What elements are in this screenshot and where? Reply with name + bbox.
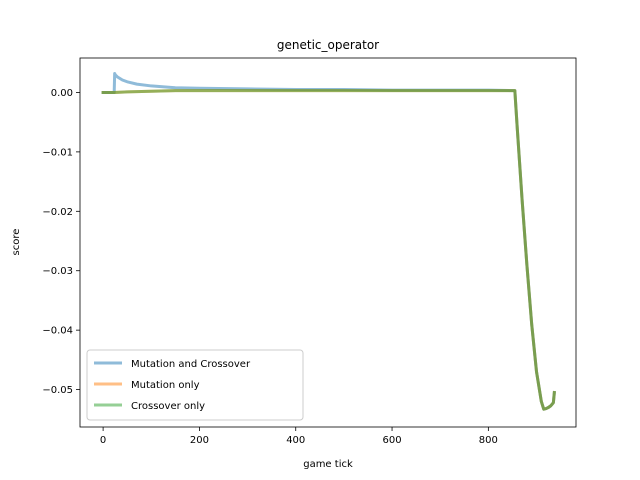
legend-label-1: Mutation only xyxy=(131,380,200,391)
y-tick-label: −0.01 xyxy=(42,147,73,158)
legend-label-0: Mutation and Crossover xyxy=(131,359,251,370)
x-tick-label: 200 xyxy=(190,435,209,446)
chart-title: genetic_operator xyxy=(277,38,379,52)
y-tick-label: 0.00 xyxy=(51,88,73,99)
y-axis: 0.00 −0.01 −0.02 −0.03 −0.04 −0.05 xyxy=(42,88,80,396)
x-tick-label: 0 xyxy=(100,435,106,446)
y-tick-label: −0.04 xyxy=(42,326,73,337)
series-layer xyxy=(101,71,556,411)
x-tick-label: 800 xyxy=(479,435,498,446)
x-tick-label: 400 xyxy=(286,435,305,446)
legend: Mutation and Crossover Mutation only Cross… xyxy=(86,349,304,421)
series-line-2 xyxy=(101,89,556,411)
legend-box xyxy=(86,349,304,421)
y-axis-title: score xyxy=(11,229,22,256)
x-axis-title: game tick xyxy=(303,459,353,470)
y-tick-label: −0.02 xyxy=(42,207,73,218)
plot-frame xyxy=(79,57,577,428)
x-axis: 0 200 400 600 800 xyxy=(100,427,498,446)
y-tick-label: −0.05 xyxy=(42,385,73,396)
x-tick-label: 600 xyxy=(382,435,401,446)
y-tick-label: −0.03 xyxy=(42,266,73,277)
legend-label-2: Crossover only xyxy=(131,401,205,412)
